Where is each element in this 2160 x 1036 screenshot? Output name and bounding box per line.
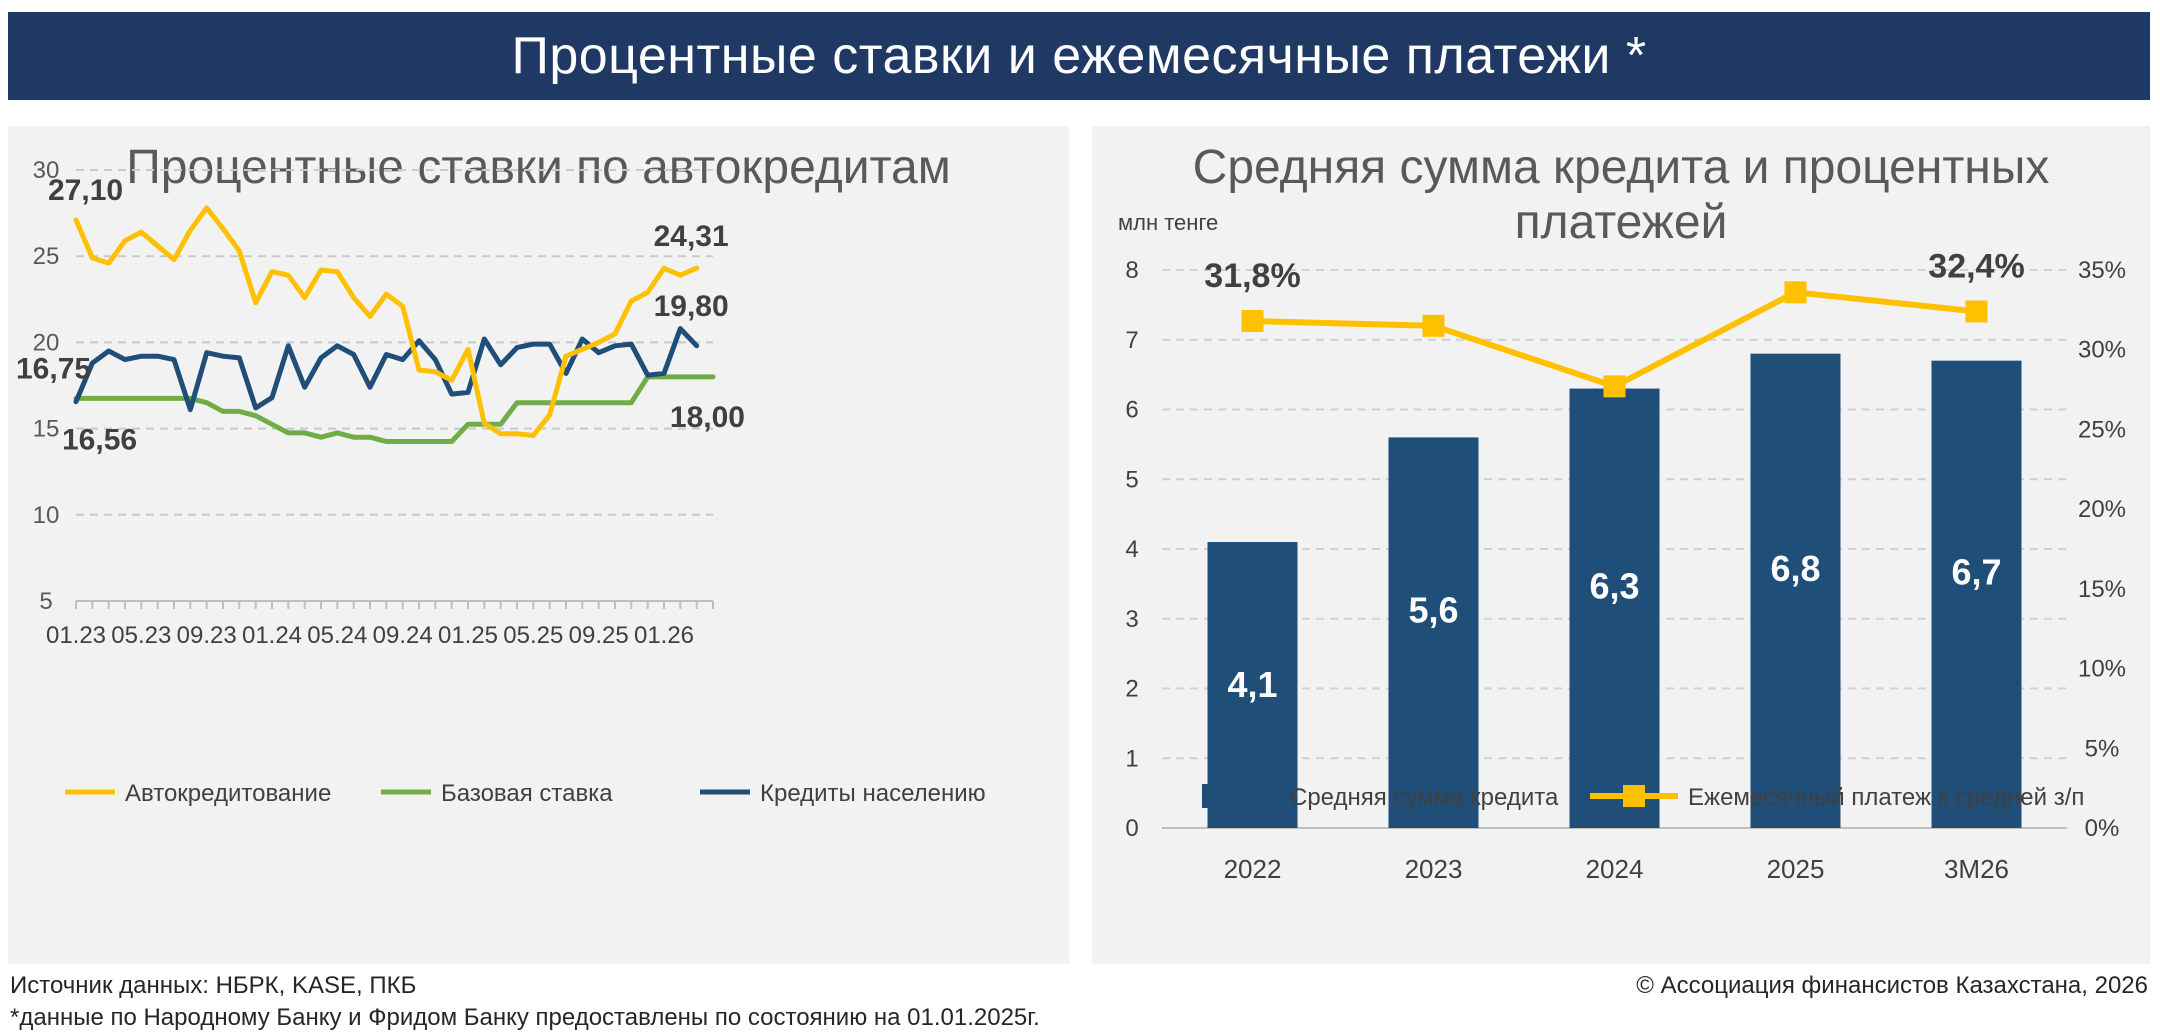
y2-tick-label: 15%: [2078, 576, 2126, 603]
y-tick-label: 7: [1125, 327, 1138, 354]
base-rate-line: [73, 374, 716, 444]
y-tick-label: 0: [1125, 815, 1138, 842]
y-tick-label: 3: [1125, 606, 1138, 633]
x-tick-label: 05.25: [503, 622, 563, 649]
retail-first-label: 16,56: [62, 424, 137, 457]
bar-label-2025: 6,8: [1770, 548, 1820, 589]
y2-tick-label: 30%: [2078, 337, 2126, 364]
y-tick-label: 4: [1125, 536, 1138, 563]
bar-label-2024: 6,3: [1589, 565, 1639, 606]
retail-loans-line: [73, 326, 700, 413]
x-tick-label: 05.24: [307, 622, 367, 649]
y-tick-label: 2: [1125, 676, 1138, 703]
y-axis-unit-label: млн тенге: [1118, 210, 1218, 235]
y-tick-label: 25: [33, 243, 60, 270]
footnote: *данные по Народному Банку и Фридом Банк…: [10, 1004, 1040, 1031]
auto-loan-line: [73, 205, 700, 438]
avg-loan-chart: млн тенге 0 1 2 3 4 5 6 7 8 0% 5% 10% 15% 20% 25% 30% 35%…: [1118, 210, 2126, 884]
y2-tick-label: 25%: [2078, 416, 2126, 443]
bar-2024: [1569, 388, 1660, 828]
x-tick-label: 05.23: [111, 622, 171, 649]
legend-retail-label: Кредиты населению: [760, 780, 986, 807]
y2-tick-label: 5%: [2085, 735, 2120, 762]
x-tick-label: 2023: [1405, 854, 1463, 884]
y-tick-label: 10: [33, 502, 60, 529]
base-last-label: 18,00: [670, 401, 745, 434]
y-tick-label: 15: [33, 416, 60, 443]
legend-bars-swatch: [1202, 784, 1280, 808]
x-tick-label: 01.26: [634, 622, 694, 649]
y-tick-label: 20: [33, 329, 60, 356]
y-tick-label: 5: [39, 588, 52, 615]
bar-3M26: [1931, 360, 2022, 828]
legend-bars-label: Средняя сумма кредита: [1290, 784, 1559, 811]
auto-loan-rates-title: Процентные ставки по автокредитам: [126, 141, 951, 194]
legend-line-marker: [1623, 785, 1645, 807]
y-tick-label: 5: [1125, 466, 1138, 493]
bar-label-2022: 4,1: [1227, 664, 1277, 705]
bar-2022: [1207, 542, 1298, 828]
payment-label-2022: 31,8%: [1204, 257, 1300, 295]
avg-loan-title: Средняя сумма кредита и процентных плате…: [1192, 141, 2050, 249]
avg-loan-panel: Средняя сумма кредита и процентных плате…: [1092, 126, 2150, 964]
x-tick-label: 09.25: [569, 622, 629, 649]
page-title-banner: Процентные ставки и ежемесячные платежи …: [8, 12, 2150, 100]
bar-label-3M26: 6,7: [1951, 551, 2001, 592]
legend-base-label: Базовая ставка: [441, 780, 613, 807]
auto-loan-rates-panel: Процентные ставки по автокредитам 5 10 15 2…: [8, 126, 1069, 964]
payment-point-3M26: [1965, 300, 1988, 323]
x-tick-label: 01.25: [438, 622, 498, 649]
payment-point-2022: [1241, 310, 1264, 333]
copyright: © Ассоциация финансистов Казахстана, 202…: [1636, 972, 2148, 999]
x-tick-label: 09.24: [373, 622, 433, 649]
x-tick-label: 01.23: [46, 622, 106, 649]
x-tick-label: 01.24: [242, 622, 302, 649]
x-tick-label: 2022: [1224, 854, 1282, 884]
y2-tick-label: 35%: [2078, 257, 2126, 284]
payment-point-2025: [1784, 281, 1807, 304]
bar-2025: [1750, 353, 1841, 828]
source-note: Источник данных: НБРК, KASE, ПКБ: [10, 972, 417, 999]
bar-label-2023: 5,6: [1408, 590, 1458, 631]
x-tick-label: 2024: [1586, 854, 1644, 884]
payment-label-3M26: 32,4%: [1928, 247, 2024, 285]
x-tick-label: 3M26: [1944, 854, 2009, 884]
page-title: Процентные ставки и ежемесячные платежи …: [511, 27, 1647, 85]
retail-last-label: 19,80: [654, 290, 729, 323]
x-tick-label: 2025: [1767, 854, 1825, 884]
y2-tick-label: 10%: [2078, 656, 2126, 683]
bar-2023: [1388, 437, 1479, 828]
base-first-label: 16,75: [16, 352, 91, 385]
y2-tick-label: 20%: [2078, 496, 2126, 523]
y-tick-label: 8: [1125, 257, 1138, 284]
y2-tick-label: 0%: [2085, 815, 2120, 842]
legend-auto-label: Автокредитование: [125, 780, 331, 807]
payment-point-2024: [1603, 375, 1626, 398]
y-tick-label: 6: [1125, 397, 1138, 424]
y-tick-label: 1: [1125, 745, 1138, 772]
payment-point-2023: [1422, 314, 1445, 337]
legend-line-label: Ежемесячный платеж к средней з/п: [1688, 784, 2084, 811]
x-tick-label: 09.23: [177, 622, 237, 649]
auto-last-label: 24,31: [654, 220, 729, 253]
y-tick-label: 30: [33, 157, 60, 184]
auto-first-label: 27,10: [48, 174, 123, 207]
